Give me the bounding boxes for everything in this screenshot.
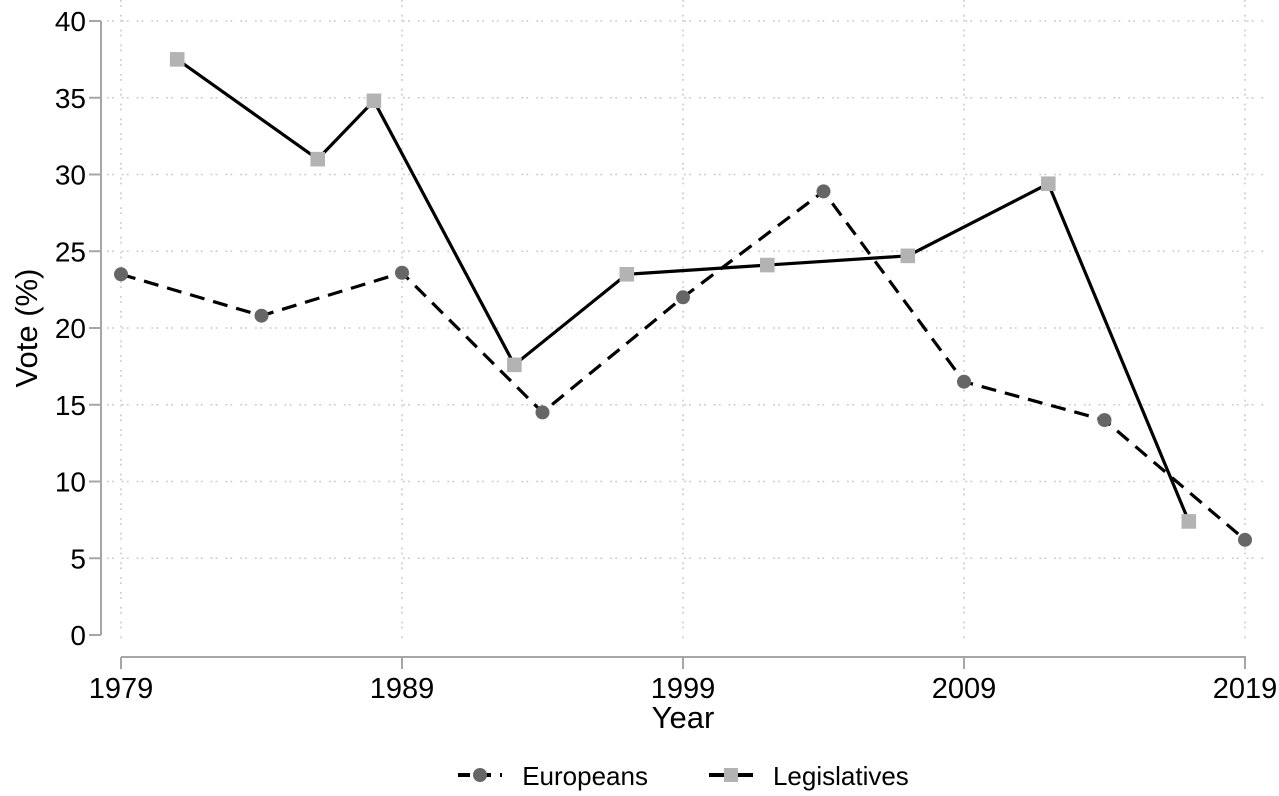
marker-legislatives-2017: [1181, 514, 1197, 529]
y-tick-label: 15: [55, 390, 86, 421]
marker-legislatives-2002: [760, 257, 775, 273]
y-tick-label: 0: [70, 620, 86, 651]
marker-legislatives-1981: [169, 52, 185, 67]
marker-legislatives-1988: [366, 93, 382, 109]
marker-europeans-2004: [816, 184, 831, 199]
marker-europeans-2014: [1097, 413, 1112, 428]
y-tick-label: 40: [55, 6, 86, 37]
marker-legislatives-1997: [619, 266, 635, 282]
legend-label-europeans: Europeans: [522, 761, 648, 791]
marker-europeans-1984: [254, 308, 269, 323]
marker-europeans-1979: [114, 267, 128, 282]
legend: Europeans Legislatives: [121, 757, 1245, 796]
y-tick-label: 25: [55, 236, 86, 267]
marker-legislatives-2012: [1041, 176, 1056, 192]
marker-europeans-2019: [1238, 532, 1252, 547]
x-tick-label: 1999: [651, 673, 716, 705]
europeans-dashed-circle-icon: [457, 766, 503, 789]
y-tick-label: 5: [70, 543, 86, 574]
series-line-europeans: [120, 189, 1247, 542]
legend-item-legislatives: Legislatives: [708, 763, 909, 791]
marker-legislatives-2007: [900, 248, 916, 264]
x-tick-label: 1989: [370, 673, 435, 705]
y-tick-label: 10: [55, 467, 86, 498]
x-tick-label: 2009: [932, 673, 997, 705]
marker-legislatives-1986: [310, 151, 325, 167]
legislatives-solid-square-icon: [708, 766, 754, 789]
marker-europeans-1989: [395, 265, 409, 280]
marker-legislatives-1993: [507, 357, 522, 373]
marker-europeans-1994: [535, 405, 550, 420]
legend-label-legislatives: Legislatives: [772, 761, 909, 791]
y-tick-label: 30: [55, 160, 86, 191]
y-tick-label: 20: [55, 313, 86, 344]
x-tick-label: 1979: [89, 673, 154, 705]
x-axis-title: Year: [651, 700, 715, 735]
y-axis-title: Vote (%): [9, 268, 44, 388]
legend-item-europeans: Europeans: [457, 763, 648, 791]
marker-europeans-2009: [957, 374, 971, 389]
x-tick-label: 2019: [1213, 673, 1278, 705]
marker-europeans-1999: [676, 290, 690, 305]
y-tick-label: 35: [55, 83, 86, 114]
